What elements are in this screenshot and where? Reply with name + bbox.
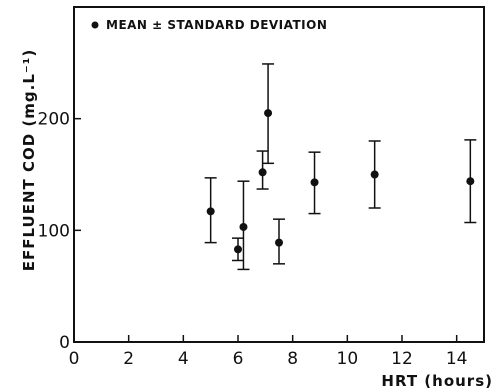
mean-marker: [264, 109, 273, 118]
legend-marker: [91, 21, 99, 29]
data-point: [464, 139, 477, 224]
y-tick-label: 200: [38, 110, 70, 130]
y-axis-ticks: 0 100 200: [38, 110, 81, 353]
x-tick-label: 12: [391, 349, 413, 369]
mean-marker: [466, 177, 475, 186]
mean-marker: [370, 170, 379, 179]
data-point: [273, 218, 285, 265]
mean-marker: [275, 238, 283, 247]
x-tick-label: 14: [446, 349, 468, 369]
mean-marker: [206, 207, 215, 216]
data-point: [368, 140, 381, 209]
data-point: [256, 150, 269, 190]
data-point: [262, 63, 275, 165]
y-tick-label: 100: [38, 221, 70, 241]
mean-marker: [234, 245, 242, 254]
x-tick-label: 4: [178, 349, 189, 369]
x-tick-label: 6: [233, 349, 244, 369]
x-tick-label: 8: [287, 349, 298, 369]
x-axis-label: HRT (hours): [381, 372, 493, 390]
mean-marker: [310, 178, 319, 187]
x-tick-label: 2: [123, 349, 134, 369]
data-point: [237, 180, 250, 271]
y-tick-label: 0: [59, 333, 70, 353]
data-point: [204, 177, 217, 244]
mean-marker: [258, 168, 267, 177]
data-point: [308, 151, 321, 215]
y-axis-label: EFFLUENT COD (mg.L⁻¹): [20, 49, 38, 271]
x-axis-ticks: 0 2 4 6 8 10 12 14: [69, 335, 468, 369]
legend-text: MEAN ± STANDARD DEVIATION: [106, 18, 327, 32]
x-tick-label: 0: [69, 349, 80, 369]
plot-frame: [73, 6, 485, 343]
legend: MEAN ± STANDARD DEVIATION: [91, 18, 327, 32]
data-point: [232, 237, 244, 262]
mean-marker: [239, 222, 248, 231]
x-tick-label: 10: [337, 349, 359, 369]
data-points: [204, 63, 477, 271]
